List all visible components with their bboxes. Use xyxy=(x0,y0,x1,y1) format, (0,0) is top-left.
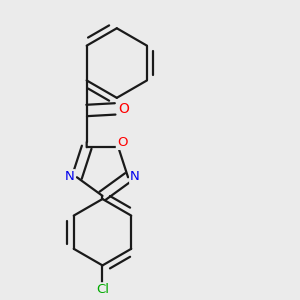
Text: N: N xyxy=(65,170,75,183)
Text: N: N xyxy=(130,170,140,183)
Text: O: O xyxy=(117,136,127,149)
Text: Cl: Cl xyxy=(96,283,109,296)
Text: O: O xyxy=(118,102,129,116)
